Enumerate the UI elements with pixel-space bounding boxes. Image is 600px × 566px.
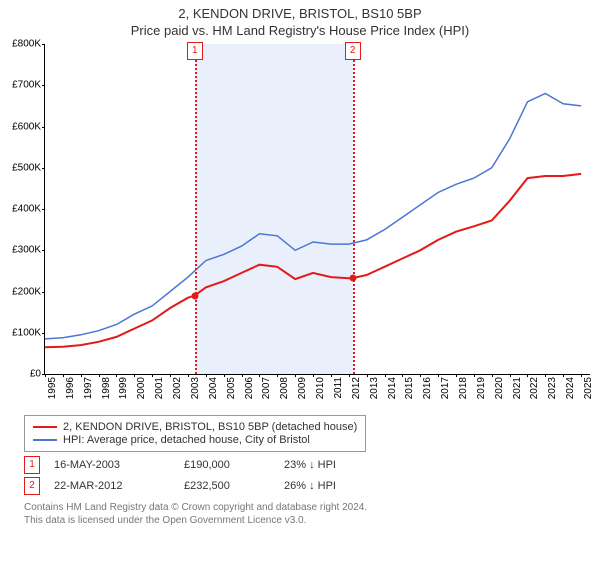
x-tick-label: 2008 xyxy=(279,377,290,399)
x-tick-label: 2016 xyxy=(422,377,433,399)
event-row: 2 22-MAR-2012 £232,500 26% ↓ HPI xyxy=(24,477,590,495)
x-tick-label: 2021 xyxy=(512,377,523,399)
y-tick-label: £300K xyxy=(1,245,41,256)
x-tick-label: 2015 xyxy=(404,377,415,399)
x-tick-label: 2005 xyxy=(226,377,237,399)
y-tick-label: £500K xyxy=(1,162,41,173)
event-date: 22-MAR-2012 xyxy=(54,480,184,492)
y-tick-label: £0 xyxy=(1,369,41,380)
x-tick-label: 2019 xyxy=(476,377,487,399)
x-tick-label: 1997 xyxy=(83,377,94,399)
footnote-line: Contains HM Land Registry data © Crown c… xyxy=(24,501,590,514)
event-badge: 2 xyxy=(24,477,40,495)
y-tick-label: £200K xyxy=(1,286,41,297)
event-price: £232,500 xyxy=(184,480,284,492)
event-date: 16-MAY-2003 xyxy=(54,459,184,471)
x-tick-label: 2012 xyxy=(351,377,362,399)
event-price: £190,000 xyxy=(184,459,284,471)
x-tick-label: 2020 xyxy=(494,377,505,399)
price-chart: £0£100K£200K£300K£400K£500K£600K£700K£80… xyxy=(44,44,590,375)
x-tick-label: 1995 xyxy=(47,377,58,399)
y-tick-label: £100K xyxy=(1,327,41,338)
event-badge: 1 xyxy=(24,456,40,474)
event-marker-badge: 2 xyxy=(345,42,361,60)
footnote-line: This data is licensed under the Open Gov… xyxy=(24,514,590,527)
x-tick-label: 2001 xyxy=(154,377,165,399)
legend-item: 2, KENDON DRIVE, BRISTOL, BS10 5BP (deta… xyxy=(33,421,357,433)
x-tick-label: 1999 xyxy=(118,377,129,399)
event-delta: 23% ↓ HPI xyxy=(284,459,394,471)
x-tick-label: 2000 xyxy=(136,377,147,399)
x-tick-label: 2011 xyxy=(333,377,344,399)
x-tick-label: 2003 xyxy=(190,377,201,399)
event-delta: 26% ↓ HPI xyxy=(284,480,394,492)
x-tick-label: 2010 xyxy=(315,377,326,399)
x-tick-label: 2022 xyxy=(529,377,540,399)
x-tick-label: 2023 xyxy=(547,377,558,399)
x-tick-label: 2006 xyxy=(244,377,255,399)
y-tick-label: £800K xyxy=(1,39,41,50)
x-tick-label: 2007 xyxy=(261,377,272,399)
legend-item: HPI: Average price, detached house, City… xyxy=(33,434,357,446)
x-tick-label: 2013 xyxy=(369,377,380,399)
y-tick-label: £400K xyxy=(1,204,41,215)
legend-swatch xyxy=(33,439,57,441)
x-tick-label: 2014 xyxy=(387,377,398,399)
series-price_paid xyxy=(45,174,581,347)
chart-svg xyxy=(45,44,590,374)
x-tick-label: 2009 xyxy=(297,377,308,399)
x-tick-label: 1996 xyxy=(65,377,76,399)
x-axis-labels: 1995 1996 1997 1998 1999 2000 2001 2002 2003 2004… xyxy=(44,375,590,409)
y-tick-label: £700K xyxy=(1,80,41,91)
legend-swatch xyxy=(33,426,57,428)
x-tick-label: 2017 xyxy=(440,377,451,399)
legend: 2, KENDON DRIVE, BRISTOL, BS10 5BP (deta… xyxy=(24,415,366,452)
legend-label: 2, KENDON DRIVE, BRISTOL, BS10 5BP (deta… xyxy=(63,421,357,433)
x-tick-label: 2024 xyxy=(565,377,576,399)
series-hpi xyxy=(45,94,581,339)
event-row: 1 16-MAY-2003 £190,000 23% ↓ HPI xyxy=(24,456,590,474)
x-tick-label: 2018 xyxy=(458,377,469,399)
event-marker-badge: 1 xyxy=(187,42,203,60)
page-title: 2, KENDON DRIVE, BRISTOL, BS10 5BP xyxy=(0,6,600,21)
y-tick-label: £600K xyxy=(1,121,41,132)
event-table: 1 16-MAY-2003 £190,000 23% ↓ HPI 2 22-MA… xyxy=(24,456,590,495)
legend-label: HPI: Average price, detached house, City… xyxy=(63,434,310,446)
footnote: Contains HM Land Registry data © Crown c… xyxy=(24,501,590,527)
x-tick-label: 2004 xyxy=(208,377,219,399)
x-tick-label: 2002 xyxy=(172,377,183,399)
x-tick-label: 1998 xyxy=(101,377,112,399)
x-tick-label: 2025 xyxy=(583,377,594,399)
page-subtitle: Price paid vs. HM Land Registry's House … xyxy=(0,23,600,38)
